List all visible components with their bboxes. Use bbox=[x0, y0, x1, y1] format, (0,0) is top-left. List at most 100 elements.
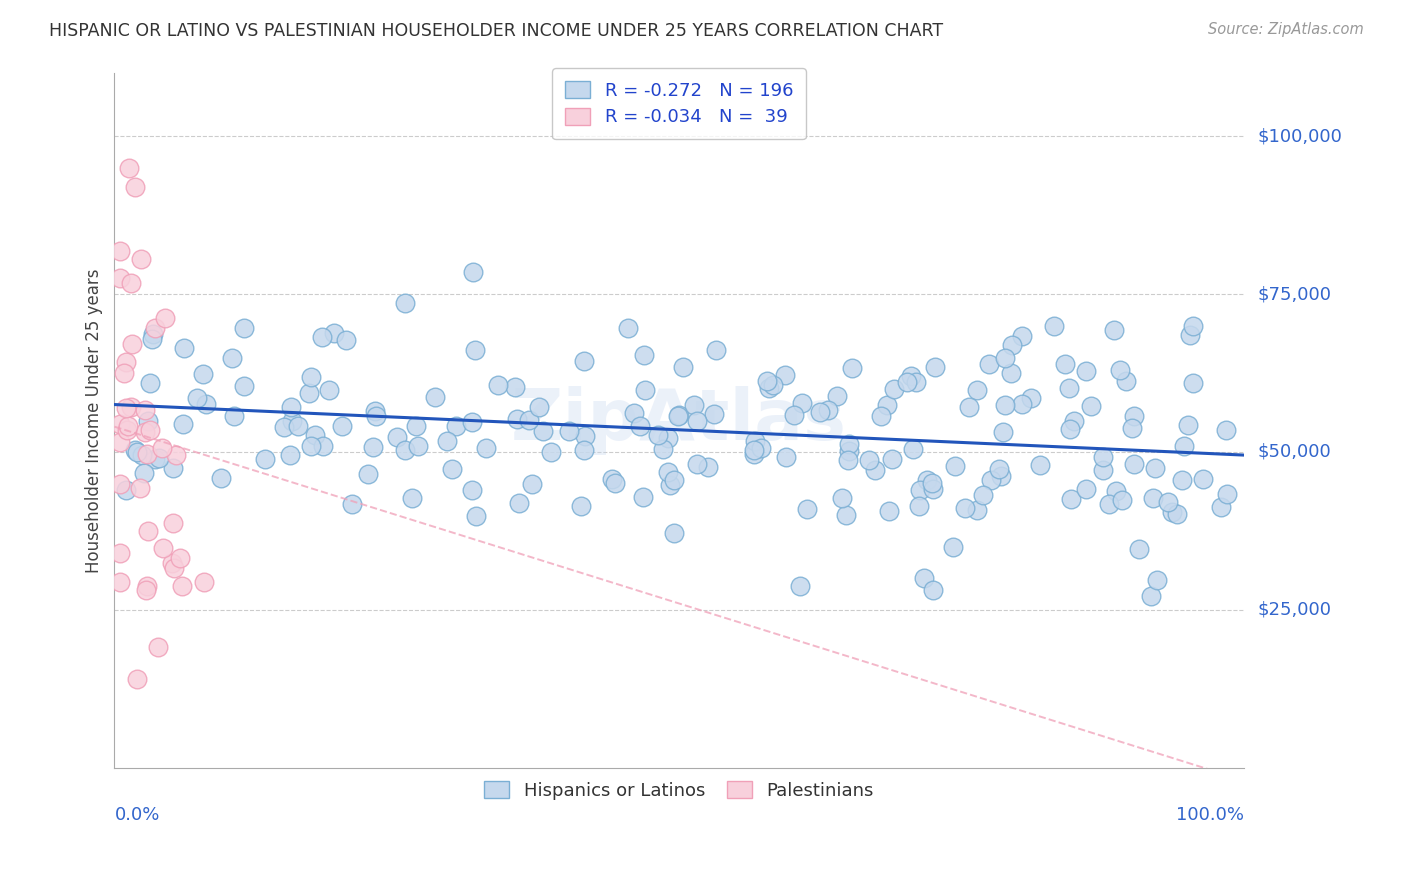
Point bbox=[1000, 338, 1022, 352]
Point bbox=[401, 491, 423, 506]
Point bbox=[789, 578, 811, 592]
Point bbox=[125, 444, 148, 458]
Point bbox=[1057, 381, 1080, 395]
Point bbox=[1108, 363, 1130, 377]
Point bbox=[943, 458, 966, 473]
Point bbox=[1140, 590, 1163, 604]
Point bbox=[209, 471, 232, 485]
Point bbox=[335, 333, 357, 347]
Point bbox=[662, 526, 685, 541]
Point bbox=[108, 244, 131, 258]
Text: $50,000: $50,000 bbox=[1257, 443, 1331, 461]
Legend: Hispanics or Latinos, Palestinians: Hispanics or Latinos, Palestinians bbox=[474, 771, 884, 811]
Point bbox=[1011, 329, 1033, 343]
Point bbox=[311, 330, 333, 344]
Point bbox=[817, 402, 839, 417]
Point bbox=[143, 320, 166, 334]
Point bbox=[775, 450, 797, 464]
Point bbox=[129, 481, 152, 495]
Point bbox=[233, 379, 256, 393]
Point bbox=[1143, 461, 1166, 475]
Point bbox=[461, 415, 484, 429]
Point bbox=[1111, 493, 1133, 508]
Point bbox=[1121, 421, 1143, 435]
Point bbox=[108, 575, 131, 590]
Point bbox=[464, 343, 486, 358]
Point bbox=[436, 434, 458, 449]
Point bbox=[155, 311, 177, 326]
Point bbox=[148, 640, 170, 654]
Point bbox=[340, 497, 363, 511]
Point bbox=[280, 400, 302, 414]
Point bbox=[924, 360, 946, 375]
Point bbox=[574, 429, 596, 443]
Point bbox=[870, 409, 893, 424]
Point bbox=[423, 390, 446, 404]
Point bbox=[136, 447, 159, 461]
Point bbox=[882, 452, 904, 467]
Point bbox=[955, 501, 977, 516]
Point bbox=[253, 452, 276, 467]
Point bbox=[912, 571, 935, 585]
Point bbox=[990, 469, 1012, 483]
Point bbox=[1043, 318, 1066, 333]
Point bbox=[863, 463, 886, 477]
Point bbox=[858, 453, 880, 467]
Point bbox=[1098, 497, 1121, 511]
Point bbox=[966, 383, 988, 397]
Point bbox=[1011, 397, 1033, 411]
Point bbox=[273, 420, 295, 434]
Point bbox=[841, 360, 863, 375]
Point bbox=[108, 435, 131, 450]
Point bbox=[900, 369, 922, 384]
Point bbox=[742, 447, 765, 461]
Point bbox=[1115, 374, 1137, 388]
Text: $25,000: $25,000 bbox=[1257, 601, 1331, 619]
Point bbox=[623, 407, 645, 421]
Point bbox=[957, 400, 980, 414]
Point bbox=[905, 376, 928, 390]
Point bbox=[835, 508, 858, 522]
Point bbox=[672, 360, 695, 375]
Point bbox=[634, 384, 657, 398]
Point bbox=[361, 440, 384, 454]
Point bbox=[758, 381, 780, 395]
Point bbox=[762, 377, 785, 392]
Point bbox=[744, 434, 766, 448]
Point bbox=[1060, 492, 1083, 507]
Text: 0.0%: 0.0% bbox=[114, 805, 160, 824]
Point bbox=[825, 388, 848, 402]
Point bbox=[186, 391, 208, 405]
Point bbox=[574, 353, 596, 368]
Point bbox=[1105, 484, 1128, 499]
Point bbox=[232, 321, 254, 335]
Point bbox=[790, 396, 813, 410]
Point bbox=[108, 476, 131, 491]
Point bbox=[394, 443, 416, 458]
Point bbox=[977, 357, 1000, 371]
Point bbox=[385, 430, 408, 444]
Point bbox=[796, 502, 818, 516]
Point bbox=[312, 439, 335, 453]
Point bbox=[972, 488, 994, 502]
Point bbox=[141, 332, 163, 346]
Text: Source: ZipAtlas.com: Source: ZipAtlas.com bbox=[1208, 22, 1364, 37]
Point bbox=[1000, 366, 1022, 380]
Point bbox=[522, 476, 544, 491]
Point bbox=[503, 380, 526, 394]
Point bbox=[475, 441, 498, 455]
Point bbox=[136, 579, 159, 593]
Y-axis label: Householder Income Under 25 years: Householder Income Under 25 years bbox=[86, 268, 103, 573]
Point bbox=[108, 271, 131, 285]
Point bbox=[908, 483, 931, 497]
Point bbox=[980, 473, 1002, 487]
Point bbox=[405, 418, 427, 433]
Point bbox=[120, 400, 142, 414]
Point bbox=[1021, 391, 1043, 405]
Point bbox=[446, 419, 468, 434]
Point bbox=[170, 578, 193, 592]
Point bbox=[988, 462, 1011, 476]
Point bbox=[150, 441, 173, 455]
Point bbox=[136, 524, 159, 539]
Point bbox=[942, 540, 965, 554]
